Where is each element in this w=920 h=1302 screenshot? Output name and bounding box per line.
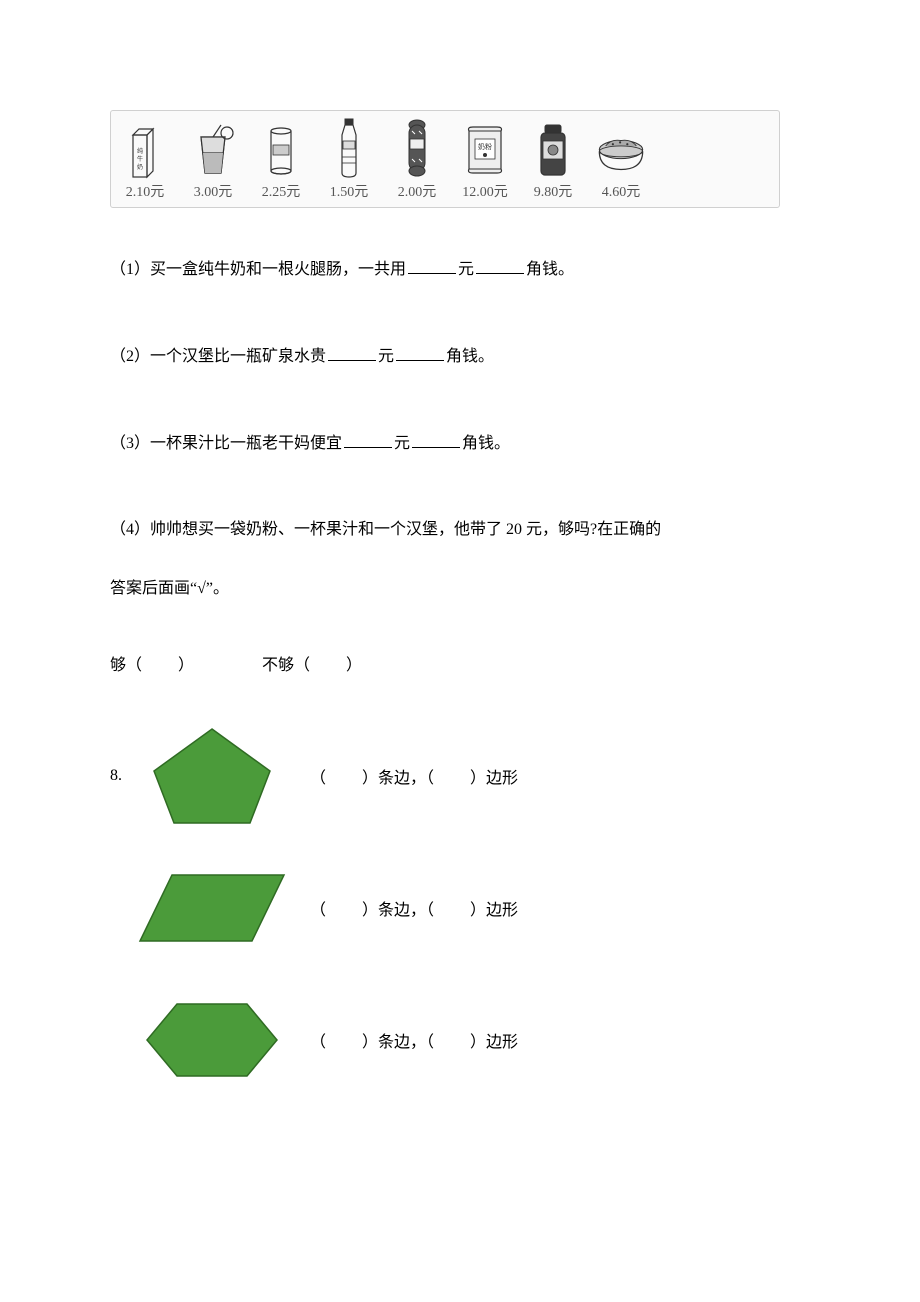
jar-icon bbox=[525, 119, 581, 179]
product-water: 1.50元 bbox=[321, 119, 377, 201]
q1-suffix: 角钱。 bbox=[526, 261, 574, 278]
blank-field[interactable] bbox=[412, 432, 460, 448]
soda-can-icon bbox=[253, 119, 309, 179]
product-soda: 2.25元 bbox=[253, 119, 309, 201]
pentagon-shape bbox=[132, 721, 292, 831]
q2-suffix: 角钱。 bbox=[446, 348, 494, 365]
opt-notenough-pre: 不够（ bbox=[262, 657, 310, 674]
blank-field[interactable] bbox=[396, 345, 444, 361]
opt-notenough-post: ） bbox=[346, 657, 362, 674]
blank-field[interactable] bbox=[344, 432, 392, 448]
q2-mid: 元 bbox=[378, 348, 394, 365]
product-price-row: 纯 牛 奶 2.10元 3.00元 bbox=[110, 110, 780, 208]
q8-row-hexagon: （）条边，（）边形 bbox=[110, 985, 810, 1095]
hexagon-shape bbox=[132, 985, 292, 1095]
blank-field[interactable] bbox=[476, 258, 524, 274]
q1-prefix: （1）买一盒纯牛奶和一根火腿肠，一共用 bbox=[110, 261, 406, 278]
milk-carton-icon: 纯 牛 奶 bbox=[117, 119, 173, 179]
burger-bowl-icon bbox=[593, 119, 649, 179]
q3-mid: 元 bbox=[394, 435, 410, 452]
price-label: 4.60元 bbox=[602, 181, 641, 201]
opt-enough-pre: 够（ bbox=[110, 657, 142, 674]
price-label: 9.80元 bbox=[534, 181, 573, 201]
q3-suffix: 角钱。 bbox=[462, 435, 510, 452]
milk-powder-bag-icon: 奶粉 bbox=[457, 119, 513, 179]
sausage-icon bbox=[389, 119, 445, 179]
q8-row-pentagon: 8. （）条边，（）边形 bbox=[110, 721, 810, 831]
q2-prefix: （2）一个汉堡比一瓶矿泉水贵 bbox=[110, 348, 326, 365]
blank-field[interactable] bbox=[328, 345, 376, 361]
opt-enough-post: ） bbox=[178, 657, 194, 674]
q8-row-parallelogram: （）条边，（）边形 bbox=[110, 853, 810, 963]
product-formula: 奶粉 12.00元 bbox=[457, 119, 513, 201]
question-2: （2）一个汉堡比一瓶矿泉水贵 元 角钱。 bbox=[110, 335, 810, 380]
svg-text:奶: 奶 bbox=[137, 163, 143, 171]
svg-text:纯: 纯 bbox=[137, 147, 143, 155]
price-label: 2.10元 bbox=[126, 181, 165, 201]
svg-text:奶粉: 奶粉 bbox=[478, 142, 492, 151]
question-1: （1）买一盒纯牛奶和一根火腿肠，一共用 元 角钱。 bbox=[110, 248, 810, 293]
q8-text: （）条边，（）边形 bbox=[310, 896, 518, 920]
product-hotdog: 2.00元 bbox=[389, 119, 445, 201]
q8-text: （）条边，（）边形 bbox=[310, 1028, 518, 1052]
product-laoganma: 9.80元 bbox=[525, 119, 581, 201]
product-juice: 3.00元 bbox=[185, 119, 241, 201]
product-milk: 纯 牛 奶 2.10元 bbox=[117, 119, 173, 201]
price-label: 2.00元 bbox=[398, 181, 437, 201]
product-burger: 4.60元 bbox=[593, 119, 649, 201]
juice-glass-icon bbox=[185, 119, 241, 179]
q3-prefix: （3）一杯果汁比一瓶老干妈便宜 bbox=[110, 435, 342, 452]
q1-mid: 元 bbox=[458, 261, 474, 278]
svg-text:牛: 牛 bbox=[137, 155, 143, 163]
price-label: 3.00元 bbox=[194, 181, 233, 201]
water-bottle-icon bbox=[321, 119, 377, 179]
blank-field[interactable] bbox=[408, 258, 456, 274]
q8-number: 8. bbox=[110, 767, 128, 785]
price-label: 1.50元 bbox=[330, 181, 369, 201]
question-4-line1: （4）帅帅想买一袋奶粉、一杯果汁和一个汉堡，他带了 20 元，够吗?在正确的 bbox=[110, 508, 810, 553]
question-4-line2: 答案后面画“√”。 bbox=[110, 567, 810, 612]
q8-text: （）条边，（）边形 bbox=[310, 764, 518, 788]
question-4-options: 够（ ） 不够（ ） bbox=[110, 644, 810, 689]
question-3: （3）一杯果汁比一瓶老干妈便宜 元 角钱。 bbox=[110, 422, 810, 467]
price-label: 12.00元 bbox=[462, 181, 508, 201]
parallelogram-shape bbox=[132, 853, 292, 963]
price-label: 2.25元 bbox=[262, 181, 301, 201]
